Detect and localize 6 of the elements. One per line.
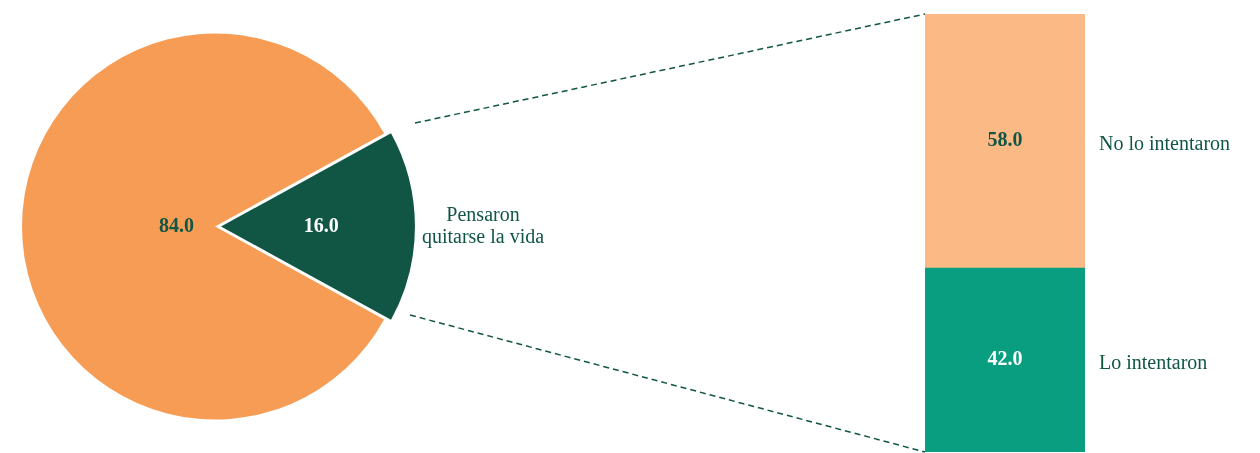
data-label: 16.0 (303, 213, 339, 236)
data-label: 58.0 (987, 128, 1023, 151)
series-label: No lo intentaron (1099, 132, 1231, 155)
data-label: 42.0 (987, 347, 1023, 370)
data-label: 84.0 (158, 213, 194, 236)
series-label: Lo intentaron (1099, 351, 1208, 374)
